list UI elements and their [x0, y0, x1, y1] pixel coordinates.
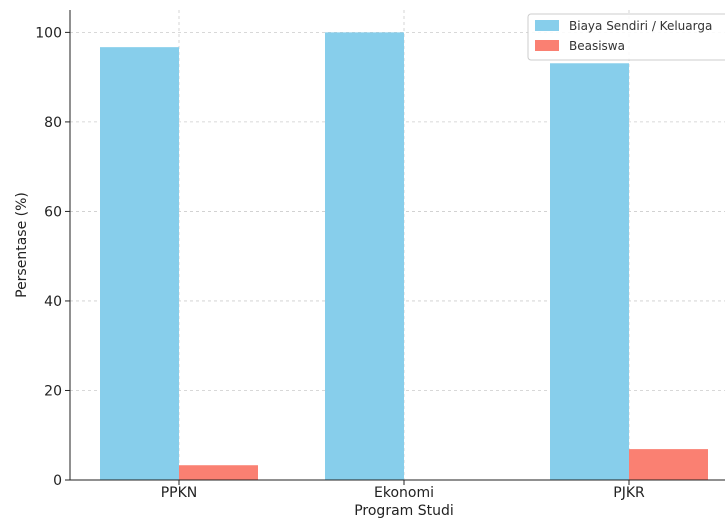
y-tick-label: 0: [53, 473, 62, 489]
legend-swatch-beasiswa: [535, 40, 559, 51]
y-tick-label: 80: [44, 115, 62, 131]
y-axis-label: Persentase (%): [14, 192, 30, 298]
x-tick-label: PPKN: [161, 485, 198, 501]
legend: Biaya Sendiri / Keluarga Beasiswa: [527, 13, 725, 61]
y-ticks: 0 20 40 60 80 100: [35, 25, 70, 489]
y-tick-label: 40: [44, 294, 62, 310]
legend-box: [527, 13, 725, 61]
bar-beasiswa: [179, 465, 258, 480]
legend-label-beasiswa: Beasiswa: [569, 39, 625, 53]
legend-label-biaya: Biaya Sendiri / Keluarga: [569, 19, 712, 33]
y-tick-label: 60: [44, 204, 62, 220]
bar-biaya-sendiri: [100, 47, 179, 481]
x-axis-label: Program Studi: [354, 503, 454, 519]
y-tick-label: 100: [35, 25, 62, 41]
x-tick-label: PJKR: [613, 485, 645, 501]
x-tick-label: Ekonomi: [374, 485, 434, 501]
x-ticks: PPKN Ekonomi PJKR: [161, 480, 645, 501]
y-tick-label: 20: [44, 383, 62, 399]
bar-beasiswa: [629, 449, 708, 480]
bar-biaya-sendiri: [550, 63, 629, 481]
legend-swatch-biaya: [535, 20, 559, 31]
bars: [100, 32, 708, 481]
bar-biaya-sendiri: [325, 32, 404, 480]
